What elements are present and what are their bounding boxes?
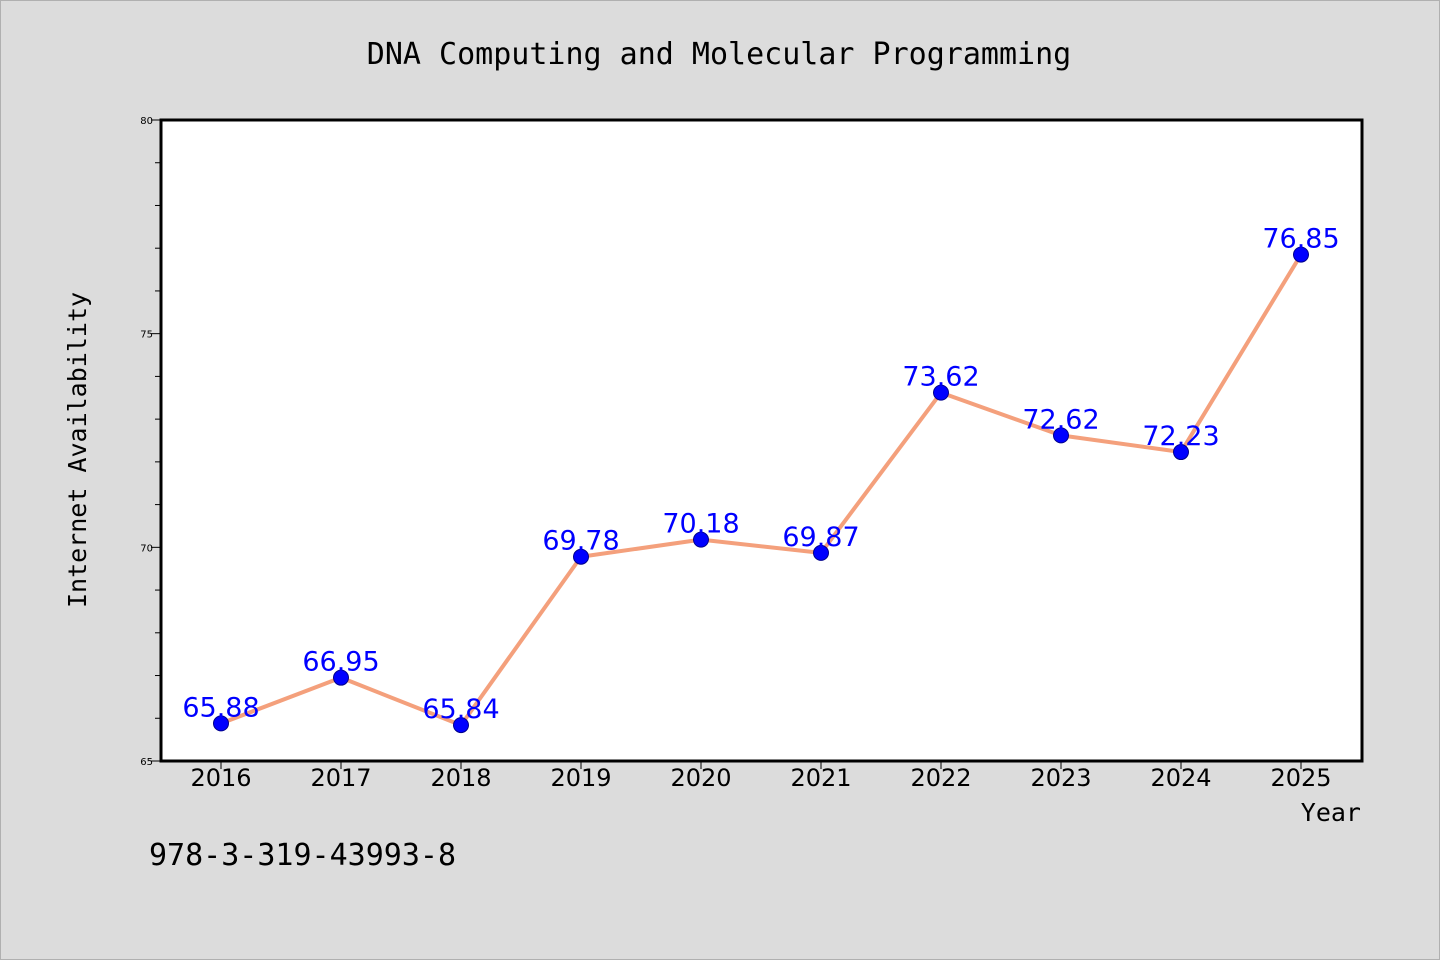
data-label: 65.84 — [422, 694, 499, 725]
data-label: 72.62 — [1022, 404, 1099, 435]
data-point — [453, 717, 469, 734]
x-tick-label: 2022 — [910, 764, 971, 792]
x-tick-label: 2024 — [1150, 764, 1211, 792]
data-label: 66.95 — [302, 647, 379, 678]
data-point — [693, 531, 709, 548]
y-tick-label: 65 — [140, 757, 153, 768]
y-tick-label: 70 — [140, 543, 153, 554]
data-point — [1053, 427, 1069, 444]
y-tick-label: 75 — [140, 330, 153, 341]
data-point — [1173, 444, 1189, 461]
y-tick-label: 80 — [140, 116, 153, 127]
x-tick-label: 2019 — [550, 764, 611, 792]
chart-title: DNA Computing and Molecular Programming — [367, 37, 1071, 72]
x-tick-label: 2021 — [790, 764, 851, 792]
x-tick-label: 2023 — [1030, 764, 1091, 792]
data-label: 69.78 — [542, 526, 619, 557]
y-axis-ticks: 65 70 75 80 — [140, 116, 161, 768]
y-axis-label: Internet Availability — [63, 292, 92, 608]
data-point — [573, 548, 589, 565]
x-tick-label: 2025 — [1270, 764, 1331, 792]
data-label: 69.87 — [782, 522, 859, 553]
x-tick-label: 2017 — [310, 764, 371, 792]
x-axis-ticks: 2016 2017 2018 2019 2020 2021 2022 2023 2024 2025 — [190, 761, 1332, 792]
series-line — [220, 253, 1303, 728]
data-label: 70.18 — [662, 509, 739, 540]
data-label: 73.62 — [902, 362, 979, 393]
data-label: 72.23 — [1142, 421, 1219, 452]
data-point — [813, 544, 829, 561]
x-tick-label: 2016 — [190, 764, 251, 792]
data-point — [1293, 246, 1309, 263]
x-tick-label: 2018 — [430, 764, 491, 792]
data-point — [933, 384, 949, 401]
data-point — [213, 715, 229, 732]
series-markers — [213, 246, 1309, 734]
data-labels: 65.88 66.95 65.84 69.78 70.18 69.87 73.62 72.62… — [182, 224, 1339, 725]
x-axis-label: Year — [1301, 798, 1361, 827]
data-point — [333, 669, 349, 686]
plot-area — [159, 118, 1364, 763]
data-label: 76.85 — [1262, 224, 1339, 255]
isbn-footnote: 978-3-319-43993-8 — [149, 838, 456, 873]
x-tick-label: 2020 — [670, 764, 731, 792]
data-label: 65.88 — [182, 692, 259, 723]
